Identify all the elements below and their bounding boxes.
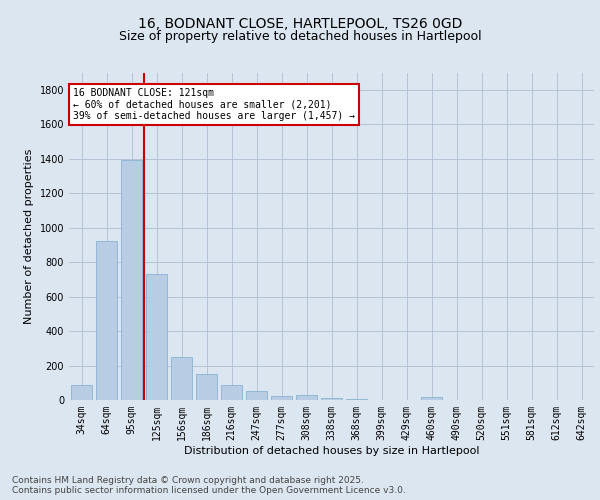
Bar (421, 397, 442, 400)
Text: Contains HM Land Registry data © Crown copyright and database right 2025.
Contai: Contains HM Land Registry data © Crown c… (12, 476, 406, 495)
Bar (221, 385, 242, 400)
Text: 16, BODNANT CLOSE, HARTLEPOOL, TS26 0GD: 16, BODNANT CLOSE, HARTLEPOOL, TS26 0GD (138, 18, 462, 32)
Bar (121, 160, 142, 400)
Bar (296, 395, 317, 400)
Bar (96, 242, 117, 400)
Bar (146, 274, 167, 400)
Bar (346, 399, 367, 400)
Bar (171, 358, 192, 400)
Bar (71, 386, 92, 400)
X-axis label: Distribution of detached houses by size in Hartlepool: Distribution of detached houses by size … (184, 446, 479, 456)
Text: 16 BODNANT CLOSE: 121sqm
← 60% of detached houses are smaller (2,201)
39% of sem: 16 BODNANT CLOSE: 121sqm ← 60% of detach… (73, 88, 355, 121)
Bar (246, 391, 267, 400)
Bar (321, 398, 342, 400)
Bar (196, 374, 217, 400)
Text: Size of property relative to detached houses in Hartlepool: Size of property relative to detached ho… (119, 30, 481, 43)
Y-axis label: Number of detached properties: Number of detached properties (24, 148, 34, 324)
Bar (271, 396, 292, 400)
